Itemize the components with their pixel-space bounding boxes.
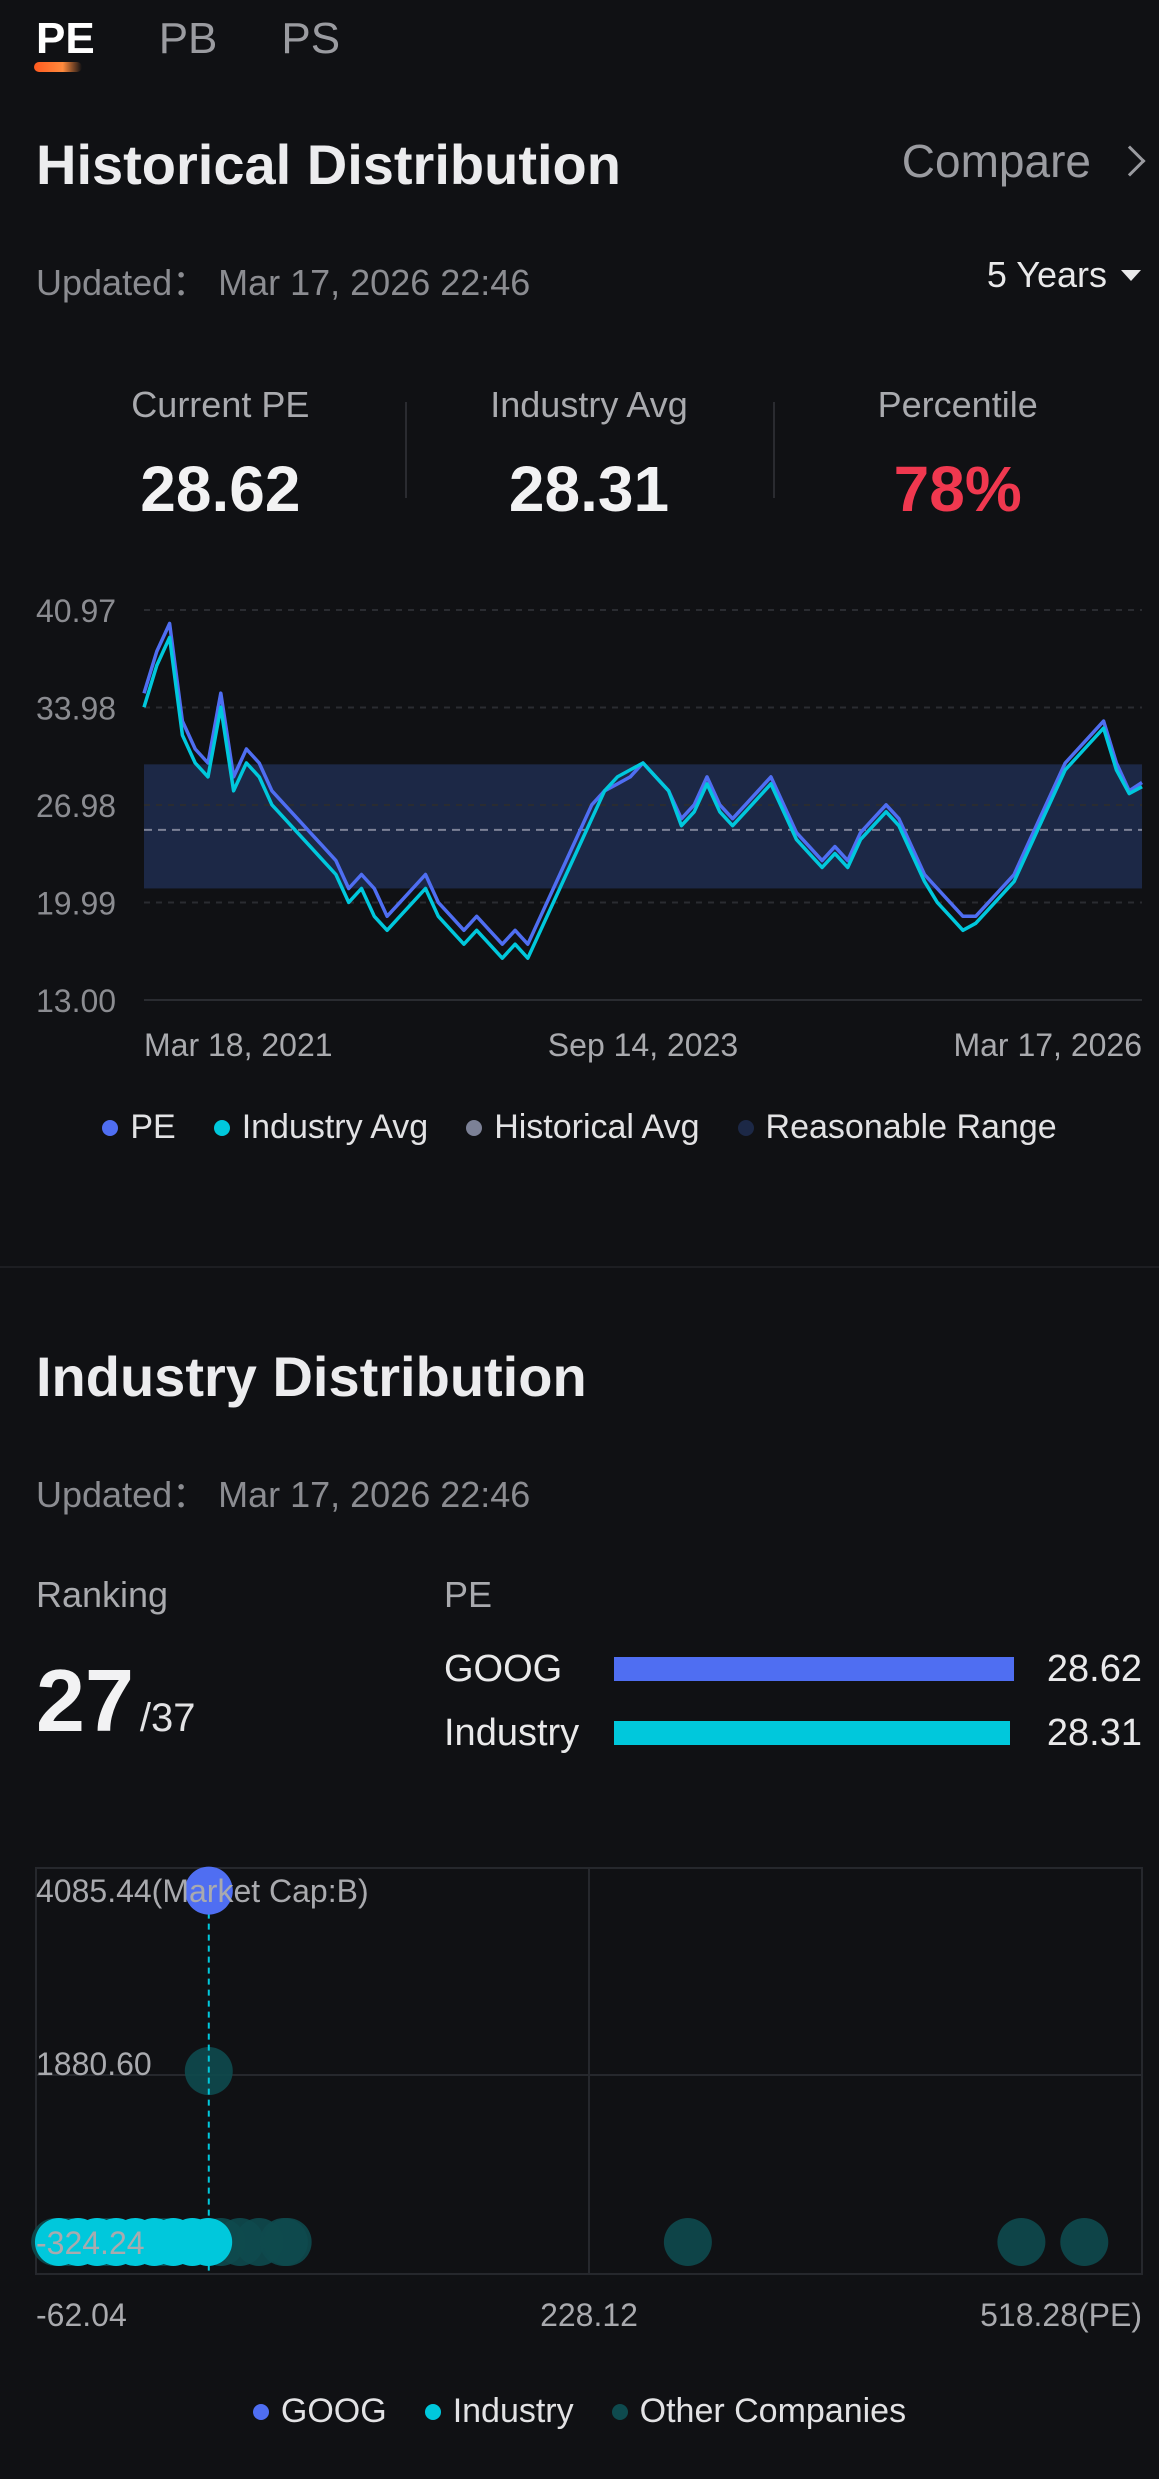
historical-avg-dot-icon: [466, 1119, 483, 1136]
goog-point: [184, 1866, 233, 1915]
compare-label: Compare: [901, 135, 1091, 187]
bar-value: 28.62: [1046, 1647, 1142, 1690]
period-label: 5 Years: [986, 254, 1107, 295]
stat-percentile: Percentile 78%: [773, 380, 1142, 550]
legend-label: Historical Avg: [494, 1108, 700, 1146]
tab-ps[interactable]: PS: [281, 14, 341, 63]
ranking-number: 27: [36, 1651, 134, 1750]
y-tick-label: 26.98: [36, 788, 116, 824]
ranking-value: 27 /37: [36, 1650, 196, 1752]
legend-item-industry: Industry: [424, 2392, 574, 2431]
chevron-right-icon: [1114, 145, 1146, 177]
bar-name: GOOG: [444, 1647, 563, 1690]
tab-pb[interactable]: PB: [158, 14, 218, 63]
bar-value: 28.31: [1046, 1711, 1142, 1754]
x-tick-label: -62.04: [36, 2297, 127, 2333]
goog-dot-icon: [252, 2403, 269, 2420]
industry-dot-icon: [213, 1119, 230, 1136]
x-tick-label: Sep 14, 2023: [548, 1027, 738, 1063]
bar-row-goog: GOOG 28.62: [444, 1644, 1142, 1694]
legend-label: Industry: [452, 2392, 574, 2430]
legend-item-pe: PE: [102, 1108, 176, 1147]
x-tick-label: 228.12: [540, 2297, 638, 2333]
period-selector[interactable]: 5 Years: [987, 254, 1141, 296]
legend-item-reasonable-range: Reasonable Range: [737, 1108, 1057, 1147]
compare-button[interactable]: Compare: [901, 134, 1146, 188]
y-tick-label: 19.99: [36, 886, 116, 922]
legend-label: Industry Avg: [241, 1108, 429, 1146]
stat-value: 28.62: [140, 453, 301, 525]
bar-fill-industry: [614, 1721, 1010, 1745]
industry-title: Industry Distribution: [36, 1345, 587, 1408]
stat-value: 28.31: [508, 453, 670, 525]
legend-item-goog: GOOG: [252, 2392, 387, 2431]
bar-track: [614, 1657, 1014, 1681]
section-divider: [0, 1266, 1159, 1268]
other-dot-icon: [611, 2403, 628, 2420]
ranking-total: /37: [139, 1696, 196, 1740]
stat-label: Current PE: [131, 384, 310, 425]
y-tick-label: 4085.44(Market Cap:B): [36, 1873, 369, 1909]
bar-fill-goog: [614, 1657, 1014, 1681]
historical-updated: Updated： Mar 17, 2026 22:46: [36, 262, 531, 303]
legend-label: PE: [130, 1108, 176, 1146]
other-company-point: [663, 2218, 712, 2266]
x-tick-label: Mar 17, 2026: [953, 1027, 1142, 1063]
metric-tabs: PE PB PS: [34, 14, 341, 74]
other-company-point: [263, 2218, 312, 2266]
y-tick-label: 33.98: [36, 691, 116, 727]
industry-updated: Updated： Mar 17, 2026 22:46: [36, 1474, 531, 1515]
bar-name: Industry: [444, 1711, 580, 1754]
y-tick-label: 13.00: [36, 983, 116, 1019]
industry-point: [184, 2218, 233, 2266]
industry-dot-icon: [424, 2403, 441, 2420]
historical-title: Historical Distribution: [36, 133, 621, 196]
bar-row-industry: Industry 28.31: [444, 1708, 1142, 1758]
scatter-legend: GOOG Industry Other Companies: [0, 2392, 1159, 2431]
industry-avg-series-line: [142, 635, 1143, 960]
legend-label: Reasonable Range: [765, 1108, 1057, 1146]
other-company-point: [1060, 2218, 1109, 2266]
historical-chart: 40.97 33.98 26.98 19.99 13.00 Mar 18, 2021 Sep…: [36, 593, 1143, 1063]
x-tick-label: 518.28(PE): [980, 2297, 1142, 2333]
legend-item-industry-avg: Industry Avg: [213, 1108, 429, 1147]
pe-dot-icon: [102, 1119, 119, 1136]
stats-row: Current PE 28.62 Industry Avg 28.31 Perc…: [36, 380, 1142, 550]
ranking-label: Ranking: [36, 1574, 169, 1615]
y-tick-label: 40.97: [36, 593, 116, 629]
y-tick-label: 1880.60: [36, 2046, 152, 2082]
legend-item-other: Other Companies: [611, 2392, 907, 2431]
legend-label: Other Companies: [639, 2392, 907, 2430]
reasonable-range-band: [144, 764, 1142, 889]
historical-legend: PE Industry Avg Historical Avg Reasonabl…: [0, 1108, 1159, 1147]
legend-label: GOOG: [280, 2392, 387, 2430]
range-dot-icon: [737, 1119, 754, 1136]
stat-label: Percentile: [877, 384, 1038, 425]
tab-pe[interactable]: PE: [34, 14, 95, 72]
bar-track: [614, 1721, 1014, 1745]
pe-compare-label: PE: [444, 1574, 493, 1615]
x-tick-label: Mar 18, 2021: [144, 1027, 333, 1063]
legend-item-historical-avg: Historical Avg: [466, 1108, 700, 1147]
stat-industry-avg: Industry Avg 28.31: [404, 380, 774, 550]
caret-down-icon: [1121, 269, 1141, 281]
stat-value: 78%: [893, 453, 1022, 525]
y-tick-label: -324.24: [36, 2225, 145, 2261]
other-company-point: [997, 2218, 1046, 2266]
stat-label: Industry Avg: [490, 384, 688, 425]
industry-scatter-chart: 4085.44(Market Cap:B) 1880.60 -324.24 -62.0…: [31, 1866, 1143, 2333]
stat-current-pe: Current PE 28.62: [36, 380, 405, 550]
